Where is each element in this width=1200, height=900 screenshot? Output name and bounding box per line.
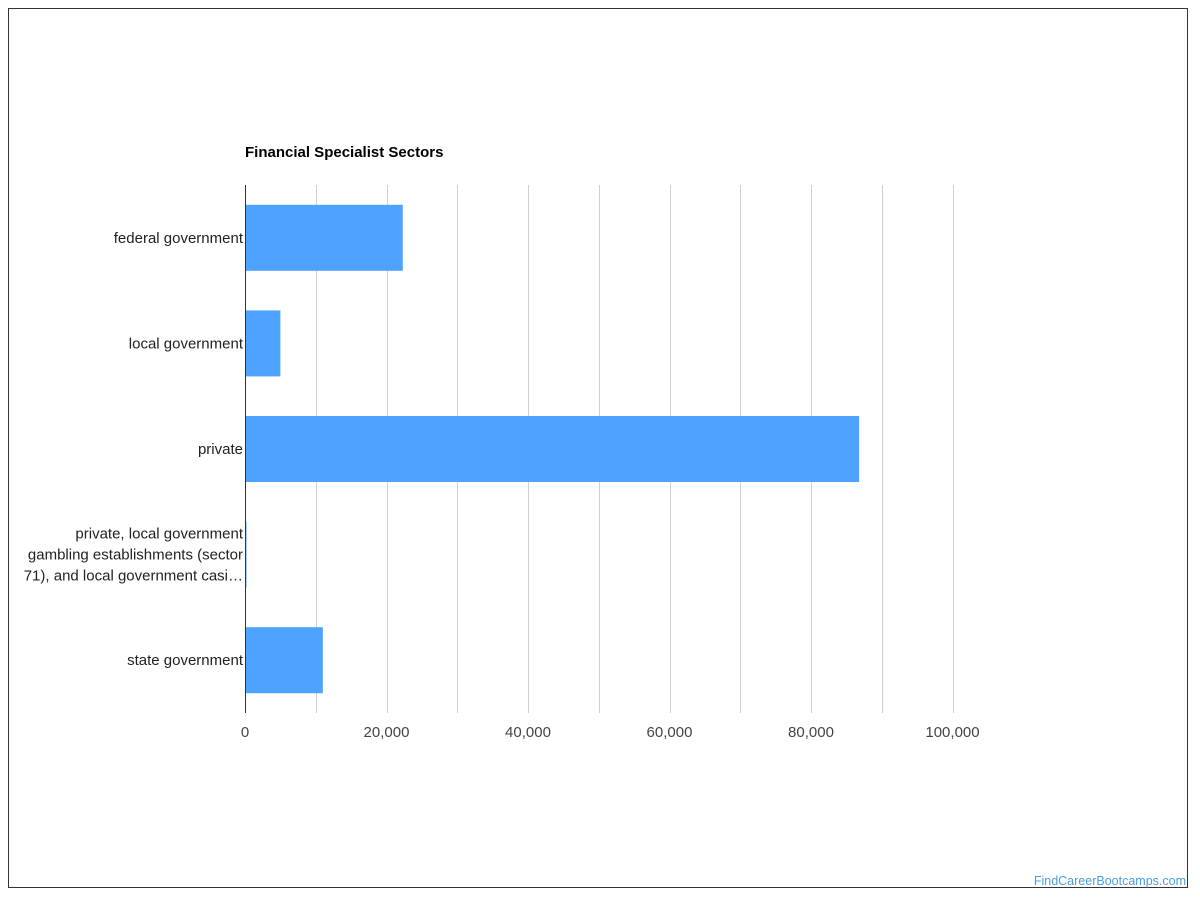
category-label: private [198,441,243,458]
x-tick-label: 0 [241,724,249,741]
x-tick-label: 80,000 [788,724,834,741]
x-tick-label: 40,000 [505,724,551,741]
category-label: local government [129,335,244,352]
x-tick-label: 100,000 [925,724,979,741]
bars [245,204,860,694]
watermark[interactable]: FindCareerBootcamps.com [1033,874,1186,888]
chart-title: Financial Specialist Sectors [245,144,443,161]
bar[interactable] [245,310,281,377]
category-label: gambling establishments (sector [28,547,243,564]
x-tick-labels: 0 20,000 40,000 60,000 80,000 100,000 [241,724,980,741]
grid [316,185,954,713]
bar[interactable] [245,416,860,482]
bar[interactable] [245,627,323,694]
x-tick-label: 20,000 [364,724,410,741]
category-labels: federal government local government privat… [24,230,244,669]
bar[interactable] [245,204,403,271]
category-label: federal government [114,230,244,247]
category-label: state government [127,652,244,669]
category-label: 71), and local government casi… [24,568,243,585]
category-label: private, local government [75,526,243,543]
x-tick-label: 60,000 [647,724,693,741]
